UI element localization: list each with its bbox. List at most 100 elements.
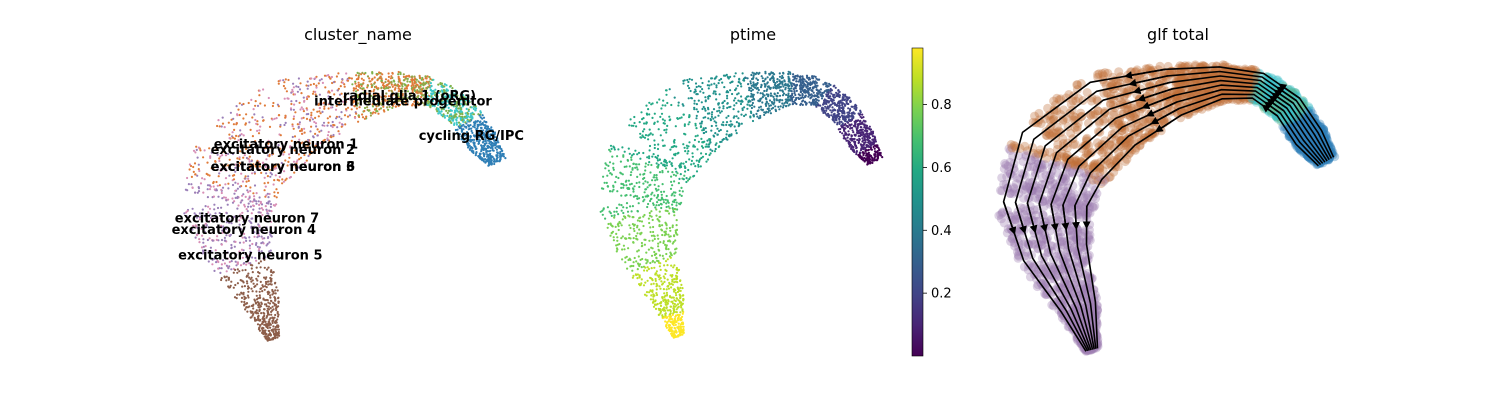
cell-point bbox=[269, 146, 272, 149]
cell-point bbox=[739, 100, 742, 103]
cell-point bbox=[629, 173, 632, 177]
cell-point bbox=[675, 170, 678, 173]
cell-point bbox=[469, 135, 472, 138]
cell-point bbox=[315, 98, 318, 101]
cell-point bbox=[621, 218, 624, 221]
cell-point bbox=[616, 239, 619, 242]
cell-point bbox=[209, 246, 212, 249]
cell-point bbox=[440, 110, 443, 113]
cell-point bbox=[485, 142, 488, 145]
cell-point bbox=[661, 233, 664, 237]
cluster-label: excitatory neuron 6 bbox=[211, 160, 355, 175]
cell-point bbox=[330, 75, 333, 79]
cell-point bbox=[481, 121, 484, 125]
cell-point bbox=[250, 212, 253, 215]
cell-point bbox=[454, 110, 457, 114]
cell-point bbox=[298, 121, 301, 124]
cell-point bbox=[733, 75, 736, 78]
cell-point bbox=[238, 250, 241, 253]
cell-point bbox=[671, 171, 674, 174]
cell-point bbox=[658, 158, 661, 161]
cell-point bbox=[771, 75, 775, 78]
cell-point bbox=[255, 202, 258, 205]
cell-point bbox=[242, 102, 245, 106]
cell-point bbox=[361, 87, 364, 90]
cell-point bbox=[248, 155, 251, 158]
cell-point bbox=[653, 146, 656, 150]
cell-point bbox=[190, 183, 193, 186]
cell-point bbox=[642, 151, 645, 155]
cell-point bbox=[638, 181, 641, 184]
cell-point bbox=[717, 102, 721, 105]
cell-point bbox=[234, 268, 237, 271]
cell-point bbox=[448, 118, 451, 121]
cell-point bbox=[497, 145, 500, 148]
cell-point bbox=[302, 116, 305, 119]
cell-point bbox=[258, 129, 261, 132]
cell-point bbox=[476, 119, 479, 123]
cell-point bbox=[262, 311, 265, 314]
cell-point bbox=[266, 175, 269, 178]
cell-point bbox=[827, 100, 830, 103]
cell-point bbox=[335, 99, 338, 103]
cell-point bbox=[408, 75, 411, 78]
cell-point bbox=[671, 226, 674, 229]
cell-point bbox=[281, 178, 284, 181]
cell-point bbox=[307, 154, 310, 158]
cell-point bbox=[463, 125, 466, 128]
cell-point bbox=[632, 264, 635, 268]
cell-point bbox=[644, 169, 647, 172]
cell-point bbox=[638, 121, 641, 124]
cell-point bbox=[688, 158, 691, 161]
cell-point bbox=[247, 175, 250, 178]
cell-point bbox=[471, 111, 474, 114]
cell-point bbox=[214, 249, 217, 252]
cell-point bbox=[676, 281, 679, 284]
cell-point bbox=[841, 132, 844, 135]
cell-point bbox=[335, 117, 338, 120]
cell-point bbox=[235, 105, 238, 108]
cell-point bbox=[639, 132, 642, 135]
cell-point bbox=[804, 83, 807, 86]
cell-point bbox=[732, 108, 735, 111]
cell-point bbox=[242, 117, 245, 120]
cell-point bbox=[816, 101, 819, 104]
cell-point bbox=[404, 75, 407, 78]
cell-point bbox=[794, 93, 797, 97]
cell-point bbox=[234, 189, 237, 192]
cell-point bbox=[621, 235, 624, 238]
cell-point bbox=[765, 93, 769, 96]
cell-point bbox=[229, 284, 232, 287]
cell-point bbox=[693, 145, 697, 148]
cell-point bbox=[640, 266, 643, 269]
cell-point bbox=[289, 163, 292, 166]
cell-point bbox=[261, 317, 264, 320]
cell-point bbox=[338, 115, 341, 118]
panel-title-ptime: ptime bbox=[730, 25, 776, 44]
cell-point bbox=[295, 85, 298, 88]
cell-point bbox=[659, 268, 662, 271]
cell-point bbox=[632, 274, 635, 277]
cell-point bbox=[687, 80, 690, 84]
cell-point bbox=[374, 111, 377, 114]
cell-point bbox=[455, 121, 458, 124]
cell-point bbox=[747, 95, 750, 98]
cell-point bbox=[642, 182, 645, 185]
cell-point bbox=[462, 94, 465, 97]
cell-point bbox=[695, 108, 698, 111]
cell-point bbox=[641, 244, 644, 247]
cell-point bbox=[245, 263, 248, 266]
cell-point bbox=[310, 114, 313, 117]
cell-point bbox=[853, 140, 856, 143]
cell-point bbox=[787, 104, 790, 107]
cell-point bbox=[632, 190, 635, 193]
cell-point bbox=[241, 256, 244, 259]
cell-point bbox=[279, 134, 282, 137]
cell-point bbox=[340, 125, 343, 128]
cell-point bbox=[346, 79, 350, 82]
cell-point bbox=[316, 128, 319, 131]
cell-point bbox=[406, 84, 409, 87]
cell-point bbox=[260, 302, 263, 305]
cell-point bbox=[643, 128, 646, 131]
cell-point bbox=[694, 124, 697, 127]
